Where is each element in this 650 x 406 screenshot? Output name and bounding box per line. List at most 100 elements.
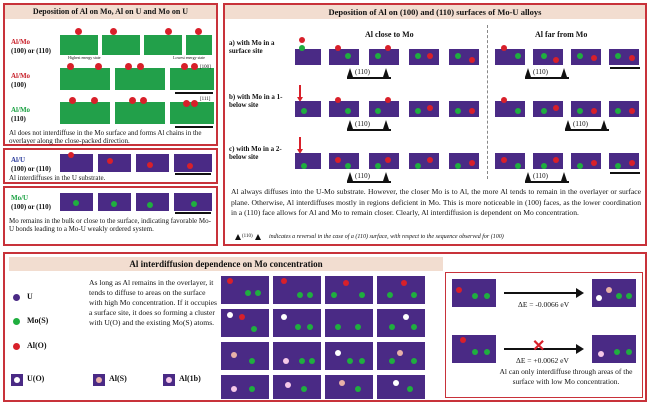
red-arrow-head bbox=[297, 97, 303, 102]
reversal-arrow bbox=[347, 68, 353, 77]
grid-cell bbox=[325, 276, 373, 304]
al-mo-deposition-panel: Deposition of Al on Mo, Al on U and Mo o… bbox=[3, 3, 218, 146]
mo-atom bbox=[541, 163, 547, 169]
grid-cell bbox=[221, 342, 269, 370]
al-atom bbox=[165, 28, 172, 35]
legend-reversal-arrow bbox=[235, 234, 241, 240]
reversal-arrow bbox=[383, 172, 389, 181]
al-atom bbox=[469, 57, 475, 63]
u-surface-atom bbox=[403, 314, 409, 320]
u-slab bbox=[136, 193, 169, 211]
mo-atom bbox=[375, 108, 381, 114]
u-slab bbox=[98, 154, 131, 172]
u-surface-atom bbox=[393, 380, 399, 386]
al-atom bbox=[629, 108, 635, 114]
al-atom bbox=[553, 57, 559, 63]
al-atom bbox=[469, 160, 475, 166]
mo-atom bbox=[615, 108, 621, 114]
mo-atom bbox=[411, 292, 417, 298]
mo-atom bbox=[484, 349, 490, 355]
u-slab bbox=[60, 154, 93, 172]
underline bbox=[565, 129, 609, 131]
arrow-head bbox=[576, 344, 584, 354]
mo-slab-1a bbox=[60, 35, 98, 55]
al-atom bbox=[129, 97, 136, 104]
cell-c1 bbox=[329, 153, 359, 169]
mo-atom bbox=[355, 324, 361, 330]
mo-atom bbox=[616, 293, 622, 299]
al-atom bbox=[501, 45, 507, 51]
reversal-arrow bbox=[347, 120, 353, 129]
al-atom bbox=[553, 157, 559, 163]
mo-atom bbox=[415, 108, 421, 114]
al-atom bbox=[427, 157, 433, 163]
mo-atom bbox=[472, 293, 478, 299]
al-u-panel: Al/U (100) or (110) Al interdiffuses in … bbox=[3, 148, 218, 184]
mo-atom bbox=[347, 358, 353, 364]
energy-1: ΔE = -0.0066 eV bbox=[518, 300, 570, 309]
al-atom bbox=[183, 100, 190, 107]
mo-u-alloy-panel: Deposition of Al on (100) and (110) surf… bbox=[223, 3, 647, 246]
al-u-label-b: (100) or (110) bbox=[11, 165, 51, 173]
cross-icon: ✕ bbox=[532, 338, 546, 355]
column-divider bbox=[487, 25, 489, 179]
mo-atom bbox=[297, 292, 303, 298]
al-surface-atom bbox=[606, 287, 612, 293]
reversal-arrow bbox=[525, 172, 531, 181]
underline bbox=[610, 172, 640, 174]
u-slab bbox=[174, 154, 212, 172]
al-atom bbox=[299, 37, 305, 43]
al-atom bbox=[67, 63, 74, 70]
mo-atom bbox=[614, 349, 620, 355]
al-legend-label: Al(O) bbox=[27, 341, 47, 350]
al-atom bbox=[456, 287, 462, 293]
al-1b-atom bbox=[231, 386, 237, 392]
underline bbox=[525, 181, 569, 183]
mo-atom bbox=[191, 201, 197, 207]
tag-110: (110) bbox=[573, 120, 588, 128]
al-atom bbox=[553, 105, 559, 111]
row2-label-a: Al/Mo bbox=[11, 72, 31, 80]
mo-atom bbox=[515, 53, 521, 59]
left-top-title: Deposition of Al on Mo, Al on U and Mo o… bbox=[5, 5, 216, 19]
cell-b1 bbox=[329, 101, 359, 117]
grid-cell bbox=[377, 375, 425, 399]
al-atom bbox=[147, 162, 153, 168]
al-atom bbox=[385, 157, 391, 163]
arrow-shaft bbox=[504, 292, 576, 294]
row3-label-b: (110) bbox=[11, 115, 26, 123]
arrow-head bbox=[576, 288, 584, 298]
uo-legend-dot bbox=[14, 377, 20, 383]
mo-atom bbox=[301, 108, 307, 114]
uo-legend-label: U(O) bbox=[27, 374, 45, 383]
mo-atom bbox=[626, 349, 632, 355]
al-atom bbox=[501, 157, 507, 163]
al-atom bbox=[629, 160, 635, 166]
mo-atom bbox=[309, 358, 315, 364]
bottom-title: Al interdiffusion dependence on Mo conce… bbox=[9, 257, 443, 271]
mo-atom bbox=[389, 358, 395, 364]
underline bbox=[347, 129, 391, 131]
mo-slab-3a bbox=[60, 102, 110, 124]
al-atom bbox=[137, 63, 144, 70]
mo-slab-2b bbox=[115, 68, 165, 90]
reversal-arrow bbox=[561, 68, 567, 77]
grid-cell bbox=[325, 375, 373, 399]
al-atom bbox=[195, 28, 202, 35]
u-surface-atom bbox=[335, 350, 341, 356]
underline bbox=[347, 77, 391, 79]
tag-110: (110) bbox=[355, 172, 370, 180]
tag-110: (110) bbox=[533, 68, 548, 76]
al-atom bbox=[281, 278, 287, 284]
al1b-legend-dot bbox=[166, 377, 172, 383]
al-atom bbox=[181, 63, 188, 70]
mo-atom bbox=[345, 108, 351, 114]
col-close-header: Al close to Mo bbox=[365, 30, 414, 39]
al-surface-atom bbox=[231, 352, 237, 358]
underline bbox=[175, 126, 213, 128]
tag-110: (110) bbox=[533, 172, 548, 180]
arrow-shaft bbox=[504, 348, 576, 350]
direction-111-label: [111] bbox=[200, 97, 211, 102]
mo-u-panel: Mo/U (100) or (110) Mo remains in the bu… bbox=[3, 186, 218, 246]
row-a-label: a) with Mo in a surface site bbox=[229, 39, 275, 55]
